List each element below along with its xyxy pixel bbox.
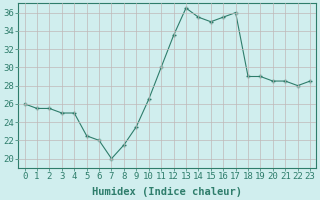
X-axis label: Humidex (Indice chaleur): Humidex (Indice chaleur) bbox=[92, 186, 242, 197]
